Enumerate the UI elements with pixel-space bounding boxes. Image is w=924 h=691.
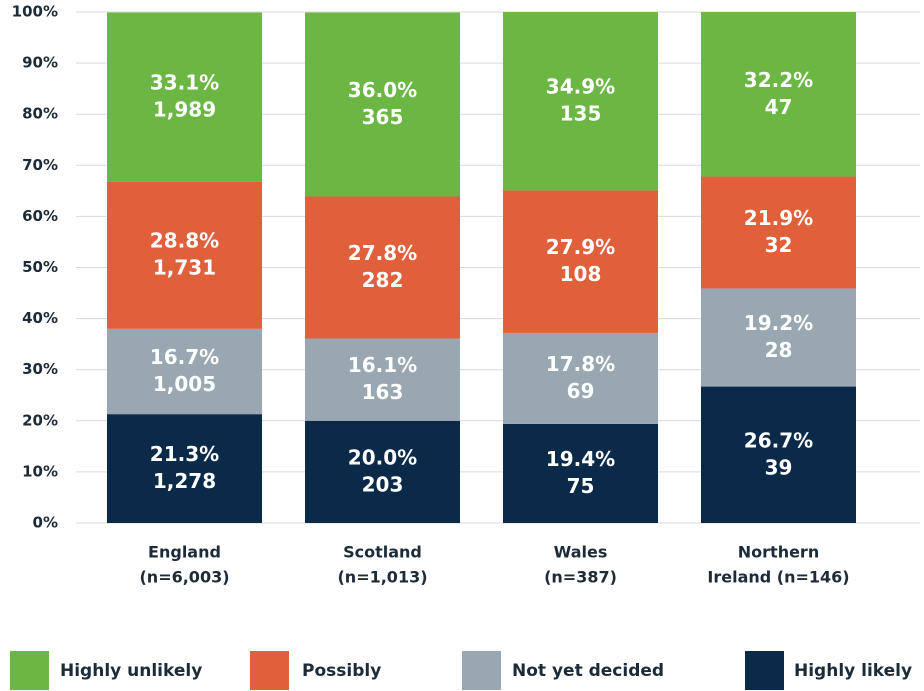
count-label: 1,731 [153, 256, 216, 280]
value-label: 17.8% [546, 352, 615, 376]
y-tick-label: 80% [22, 105, 58, 123]
bar-segment [107, 414, 262, 523]
value-label: 33.1% [150, 71, 219, 95]
x-tick-label: (n=6,003) [139, 568, 229, 587]
bar-segment [305, 420, 460, 523]
value-label: 27.9% [546, 235, 615, 259]
y-tick-label: 10% [22, 462, 58, 480]
y-tick-label: 0% [33, 514, 58, 532]
count-label: 108 [560, 262, 602, 286]
legend-label: Highly likely [794, 661, 912, 681]
count-label: 75 [567, 474, 595, 498]
bar-segment [701, 176, 856, 289]
value-label: 32.2% [744, 68, 813, 92]
y-tick-label: 20% [22, 411, 58, 429]
legend-swatch [250, 651, 289, 690]
y-tick-label: 30% [22, 360, 58, 378]
bar-segment [701, 288, 856, 387]
bar-segment [107, 181, 262, 329]
bar-segment [107, 12, 262, 182]
legend-label: Not yet decided [512, 661, 664, 681]
bar-segment [503, 190, 658, 333]
count-label: 365 [362, 105, 404, 129]
count-label: 28 [765, 338, 793, 362]
count-label: 282 [362, 268, 404, 292]
legend-label: Highly unlikely [60, 661, 202, 681]
count-label: 32 [765, 233, 793, 257]
bar-segment [107, 328, 262, 415]
value-label: 16.1% [348, 353, 417, 377]
value-label: 34.9% [546, 75, 615, 99]
y-tick-label: 70% [22, 156, 58, 174]
y-tick-label: 40% [22, 309, 58, 327]
count-label: 135 [560, 102, 602, 126]
value-label: 26.7% [744, 428, 813, 452]
bar-segment [305, 196, 460, 339]
x-tick-label: (n=387) [544, 568, 617, 587]
x-tick-label: Northern [738, 543, 819, 562]
bar-segment [701, 12, 856, 177]
bar-segment [503, 12, 658, 191]
bar-segment [503, 332, 658, 424]
y-tick-label: 50% [22, 258, 58, 276]
value-label: 19.2% [744, 311, 813, 335]
legend-swatch [745, 651, 784, 690]
value-label: 19.4% [546, 447, 615, 471]
bar-segment [305, 12, 460, 197]
y-tick-label: 60% [22, 207, 58, 225]
x-tick-label: Wales [554, 543, 608, 562]
value-label: 16.7% [150, 345, 219, 369]
x-tick-label: Ireland (n=146) [707, 568, 849, 587]
value-label: 28.8% [150, 229, 219, 253]
count-label: 39 [765, 455, 793, 479]
value-label: 27.8% [348, 241, 417, 265]
x-tick-label: (n=1,013) [337, 568, 427, 587]
count-label: 1,005 [153, 372, 216, 396]
y-tick-label: 90% [22, 54, 58, 72]
value-label: 20.0% [348, 445, 417, 469]
count-label: 69 [567, 379, 595, 403]
legend-swatch [10, 651, 49, 690]
legend-swatch [462, 651, 501, 690]
x-tick-label: England [148, 543, 221, 562]
x-tick-label: Scotland [343, 543, 422, 562]
legend-label: Possibly [302, 661, 381, 681]
count-label: 1,989 [153, 98, 216, 122]
count-label: 203 [362, 472, 404, 496]
count-label: 1,278 [153, 469, 216, 493]
value-label: 21.3% [150, 442, 219, 466]
bar-segment [701, 386, 856, 523]
value-label: 36.0% [348, 78, 417, 102]
value-label: 21.9% [744, 206, 813, 230]
y-tick-label: 100% [12, 3, 58, 21]
count-label: 163 [362, 380, 404, 404]
count-label: 47 [765, 95, 793, 119]
bar-segment [503, 423, 658, 523]
bar-segment [305, 338, 460, 421]
